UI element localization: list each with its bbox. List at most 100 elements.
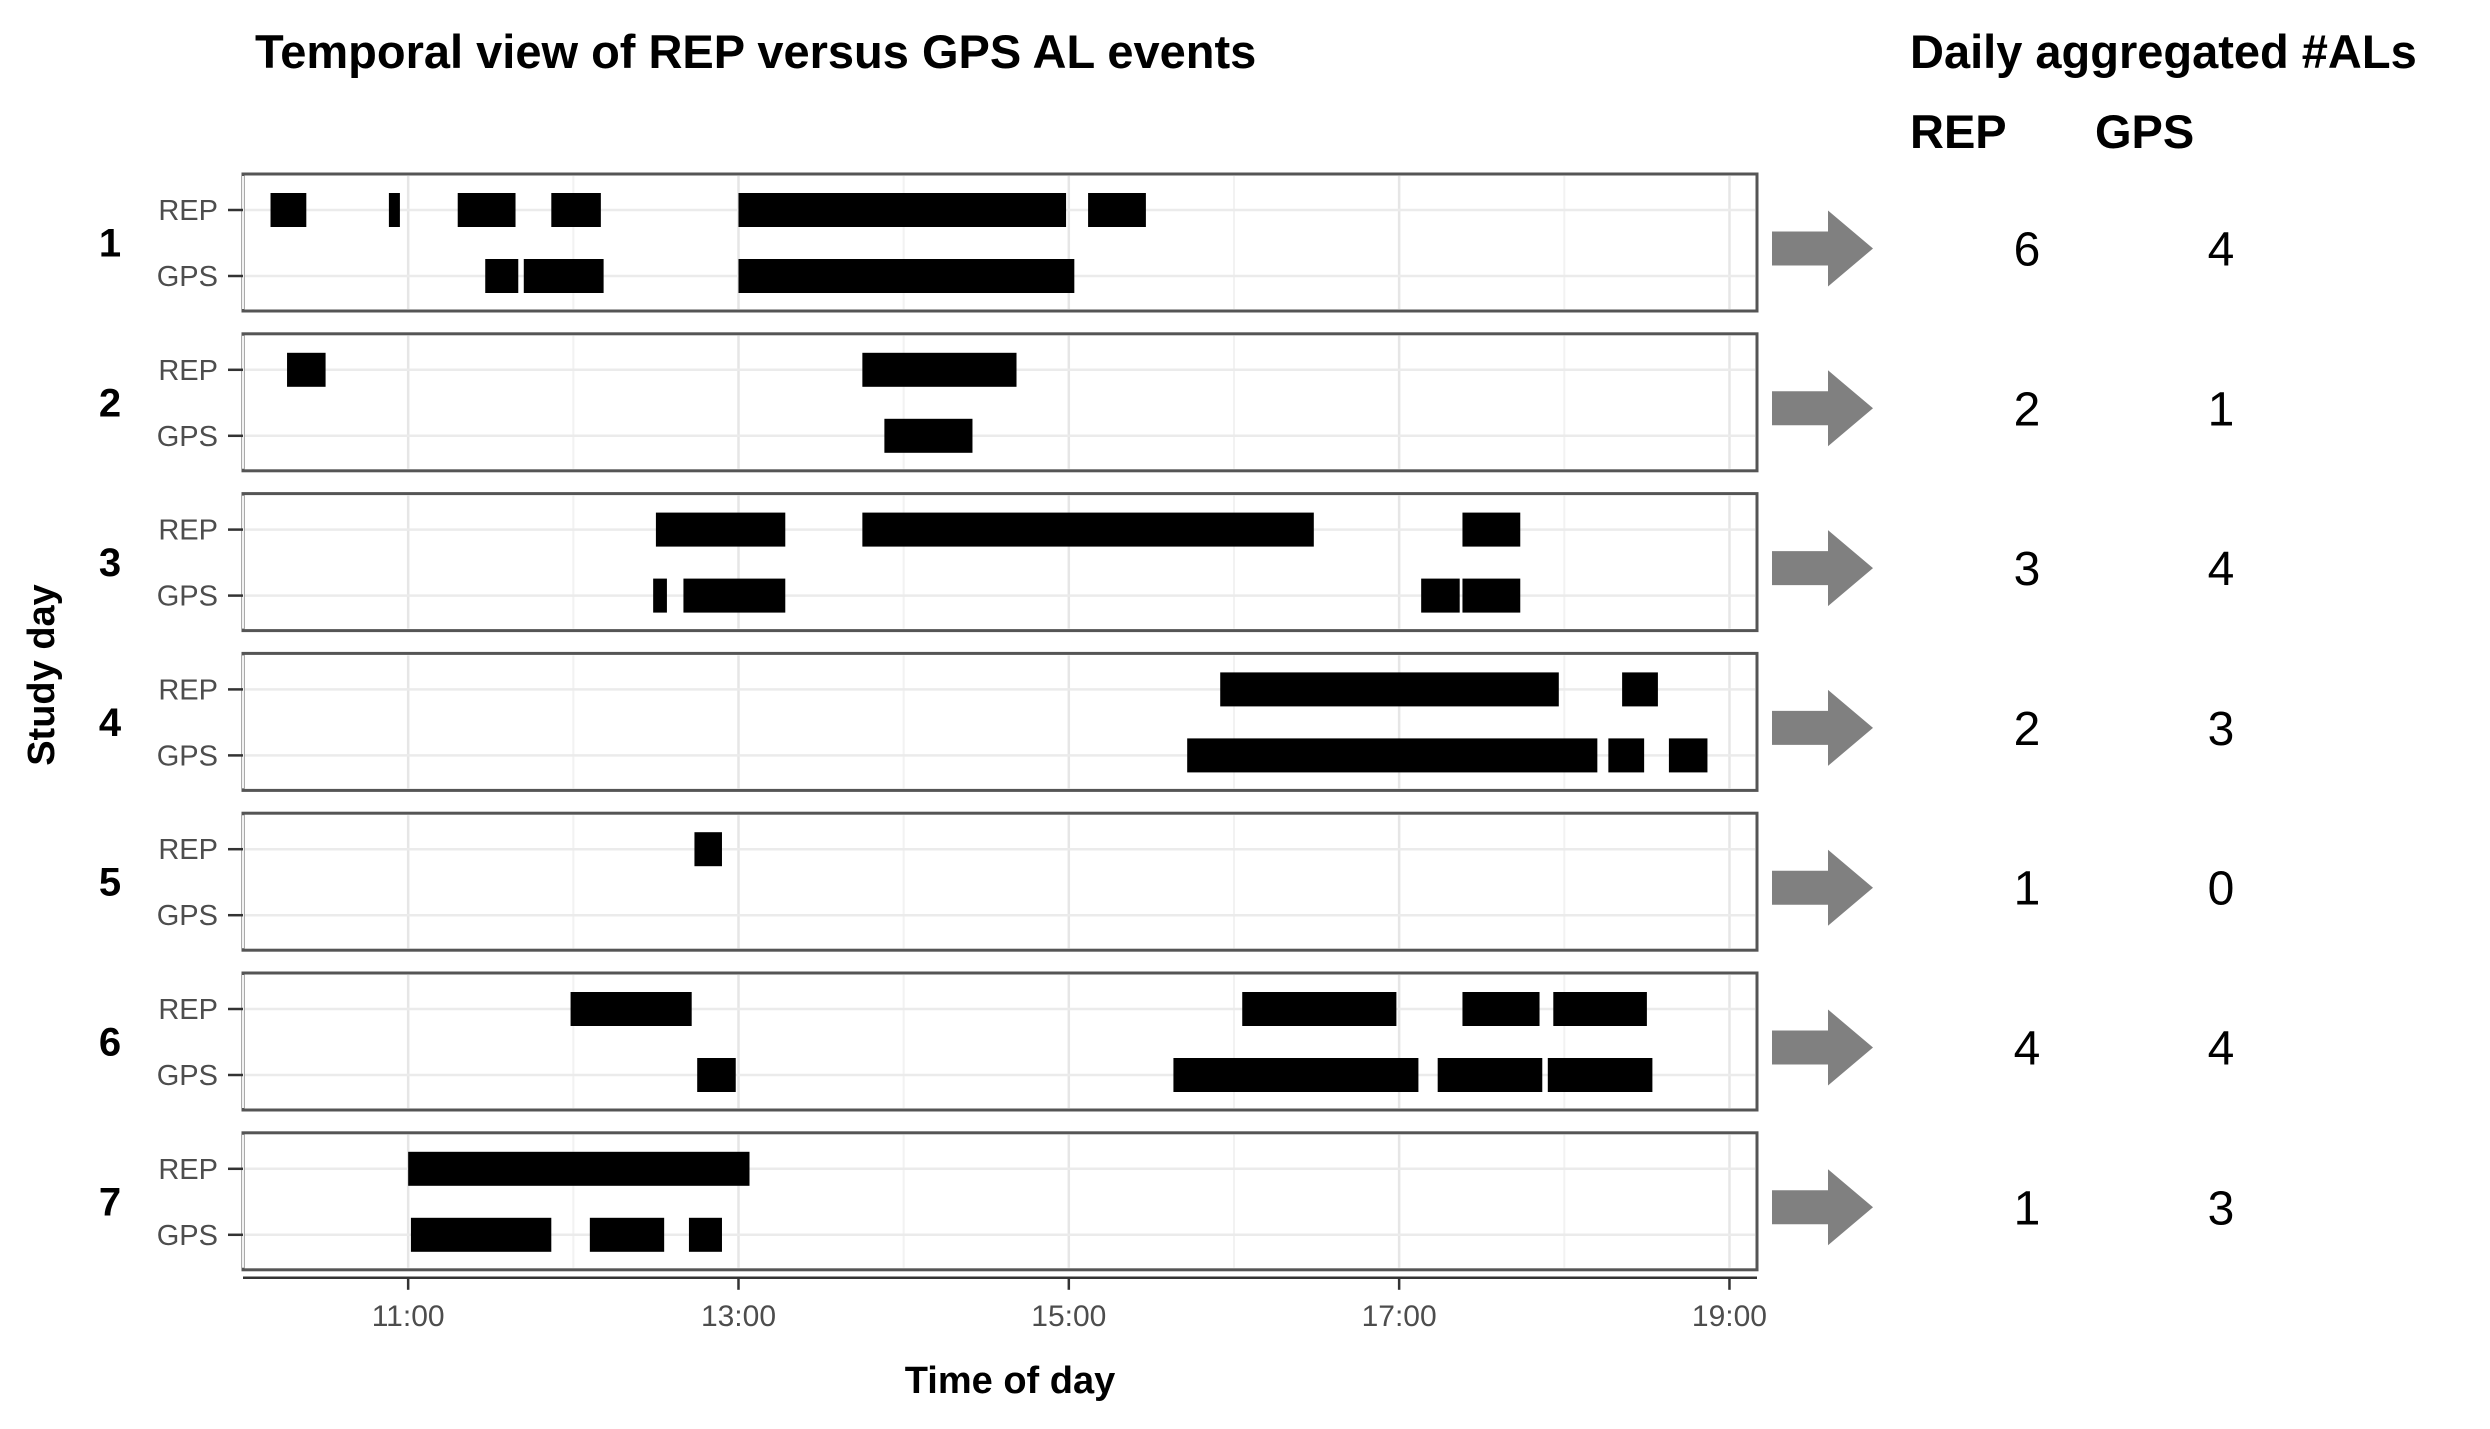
gps-event-bar [1462, 578, 1521, 613]
aggregate-rep-count: 2 [2014, 703, 2041, 756]
gps-event-bar [884, 418, 973, 453]
x-axis-title: Time of day [905, 1360, 1115, 1402]
gps-event-bar [1608, 738, 1645, 773]
gps-event-bar [688, 1217, 722, 1252]
rep-event-bar [1622, 672, 1658, 707]
arrow-icon [1772, 1009, 1873, 1086]
x-tick-label: 11:00 [372, 1300, 445, 1333]
gps-event-bar [589, 1217, 665, 1252]
panel-border [241, 811, 1759, 952]
day-label: 7 [99, 1180, 121, 1224]
gps-event-bar [1437, 1058, 1543, 1092]
arrow-icon [1772, 370, 1873, 447]
gps-event-bar [523, 259, 555, 293]
aggregate-column-gps: GPS [2095, 105, 2194, 158]
aggregate-gps-count: 4 [2208, 543, 2235, 596]
row-label-gps: GPS [157, 900, 218, 932]
arrow-icon [1772, 1169, 1873, 1246]
row-label-rep: REP [158, 994, 218, 1026]
aggregate-rep-count: 3 [2014, 543, 2041, 596]
rep-event-bar [1088, 193, 1146, 227]
day-label: 5 [99, 861, 121, 905]
row-label-gps: GPS [157, 581, 218, 613]
aggregate-gps-count: 4 [2208, 1023, 2235, 1076]
row-label-rep: REP [158, 674, 218, 706]
rep-event-bar [388, 193, 400, 227]
x-tick-label: 13:00 [701, 1300, 776, 1333]
aggregate-rep-count: 1 [2014, 1182, 2041, 1235]
gps-event-bar [683, 578, 786, 613]
row-label-rep: REP [158, 195, 218, 227]
rep-event-bar [570, 992, 692, 1026]
gps-event-bar [485, 259, 519, 293]
aggregate-rep-count: 2 [2014, 383, 2041, 436]
day-panel: REP GPS 5 [99, 811, 1759, 952]
rep-event-bar [1220, 672, 1559, 707]
x-tick-label: 17:00 [1362, 1300, 1437, 1333]
gps-event-bar [1421, 578, 1460, 613]
rep-event-bar [1553, 992, 1647, 1026]
aggregate-gps-count: 3 [2208, 703, 2235, 756]
day-label: 6 [99, 1021, 121, 1065]
day-panel: REP GPS 4 [99, 651, 1759, 792]
gps-event-bar [1547, 1058, 1653, 1092]
y-axis-title: Study day [21, 584, 63, 766]
day-label: 2 [99, 381, 121, 425]
aggregate-rep-count: 6 [2014, 224, 2041, 277]
row-label-gps: GPS [157, 261, 218, 293]
arrow-icon [1772, 849, 1873, 926]
day-panel: REP GPS 1 [99, 172, 1759, 313]
rep-event-bar [270, 193, 307, 227]
rep-event-bar [287, 352, 326, 387]
day-panel: REP GPS 6 [99, 971, 1759, 1112]
day-label: 3 [99, 541, 121, 585]
gps-event-bar [697, 1058, 736, 1092]
gps-event-bar [551, 259, 604, 293]
aggregate-rows: 6 42 13 42 31 04 41 3 [1772, 210, 2235, 1246]
row-label-rep: REP [158, 515, 218, 547]
rep-event-bar [862, 352, 1017, 387]
day-panel: REP GPS 7 [99, 1131, 1759, 1272]
aggregate-rep-count: 1 [2014, 863, 2041, 916]
x-axis: 11:00 13:00 15:00 17:00 19:00 [243, 1276, 1767, 1333]
row-label-rep: REP [158, 1154, 218, 1186]
rep-event-bar [1242, 992, 1397, 1026]
rep-event-bar [655, 512, 786, 547]
rep-event-bar [1462, 992, 1540, 1026]
day-panel: REP GPS 3 [99, 492, 1759, 633]
aggregate-column-rep: REP [1910, 105, 2007, 158]
gps-event-bar [738, 259, 1075, 293]
rep-event-bar [408, 1151, 750, 1186]
day-label: 4 [99, 701, 122, 745]
aggregate-gps-count: 1 [2208, 383, 2235, 436]
gps-event-bar [1668, 738, 1708, 773]
arrow-icon [1772, 210, 1873, 287]
row-label-rep: REP [158, 355, 218, 387]
day-panel: REP GPS 2 [99, 332, 1759, 473]
row-label-gps: GPS [157, 1220, 218, 1252]
row-label-rep: REP [158, 834, 218, 866]
gps-event-bar [653, 578, 667, 613]
arrow-icon [1772, 530, 1873, 607]
aggregate-gps-count: 4 [2208, 224, 2235, 277]
chart-title: Temporal view of REP versus GPS AL event… [255, 25, 1256, 78]
rep-event-bar [738, 193, 1067, 227]
day-label: 1 [99, 222, 121, 266]
row-label-gps: GPS [157, 421, 218, 453]
aggregate-rep-count: 4 [2014, 1023, 2041, 1076]
row-label-gps: GPS [157, 1060, 218, 1092]
rep-event-bar [551, 193, 601, 227]
row-label-gps: GPS [157, 740, 218, 772]
gps-event-bar [410, 1217, 552, 1252]
x-tick-label: 15:00 [1031, 1300, 1106, 1333]
x-tick-label: 19:00 [1692, 1300, 1767, 1333]
arrow-icon [1772, 689, 1873, 766]
gps-event-bar [1173, 1058, 1419, 1092]
